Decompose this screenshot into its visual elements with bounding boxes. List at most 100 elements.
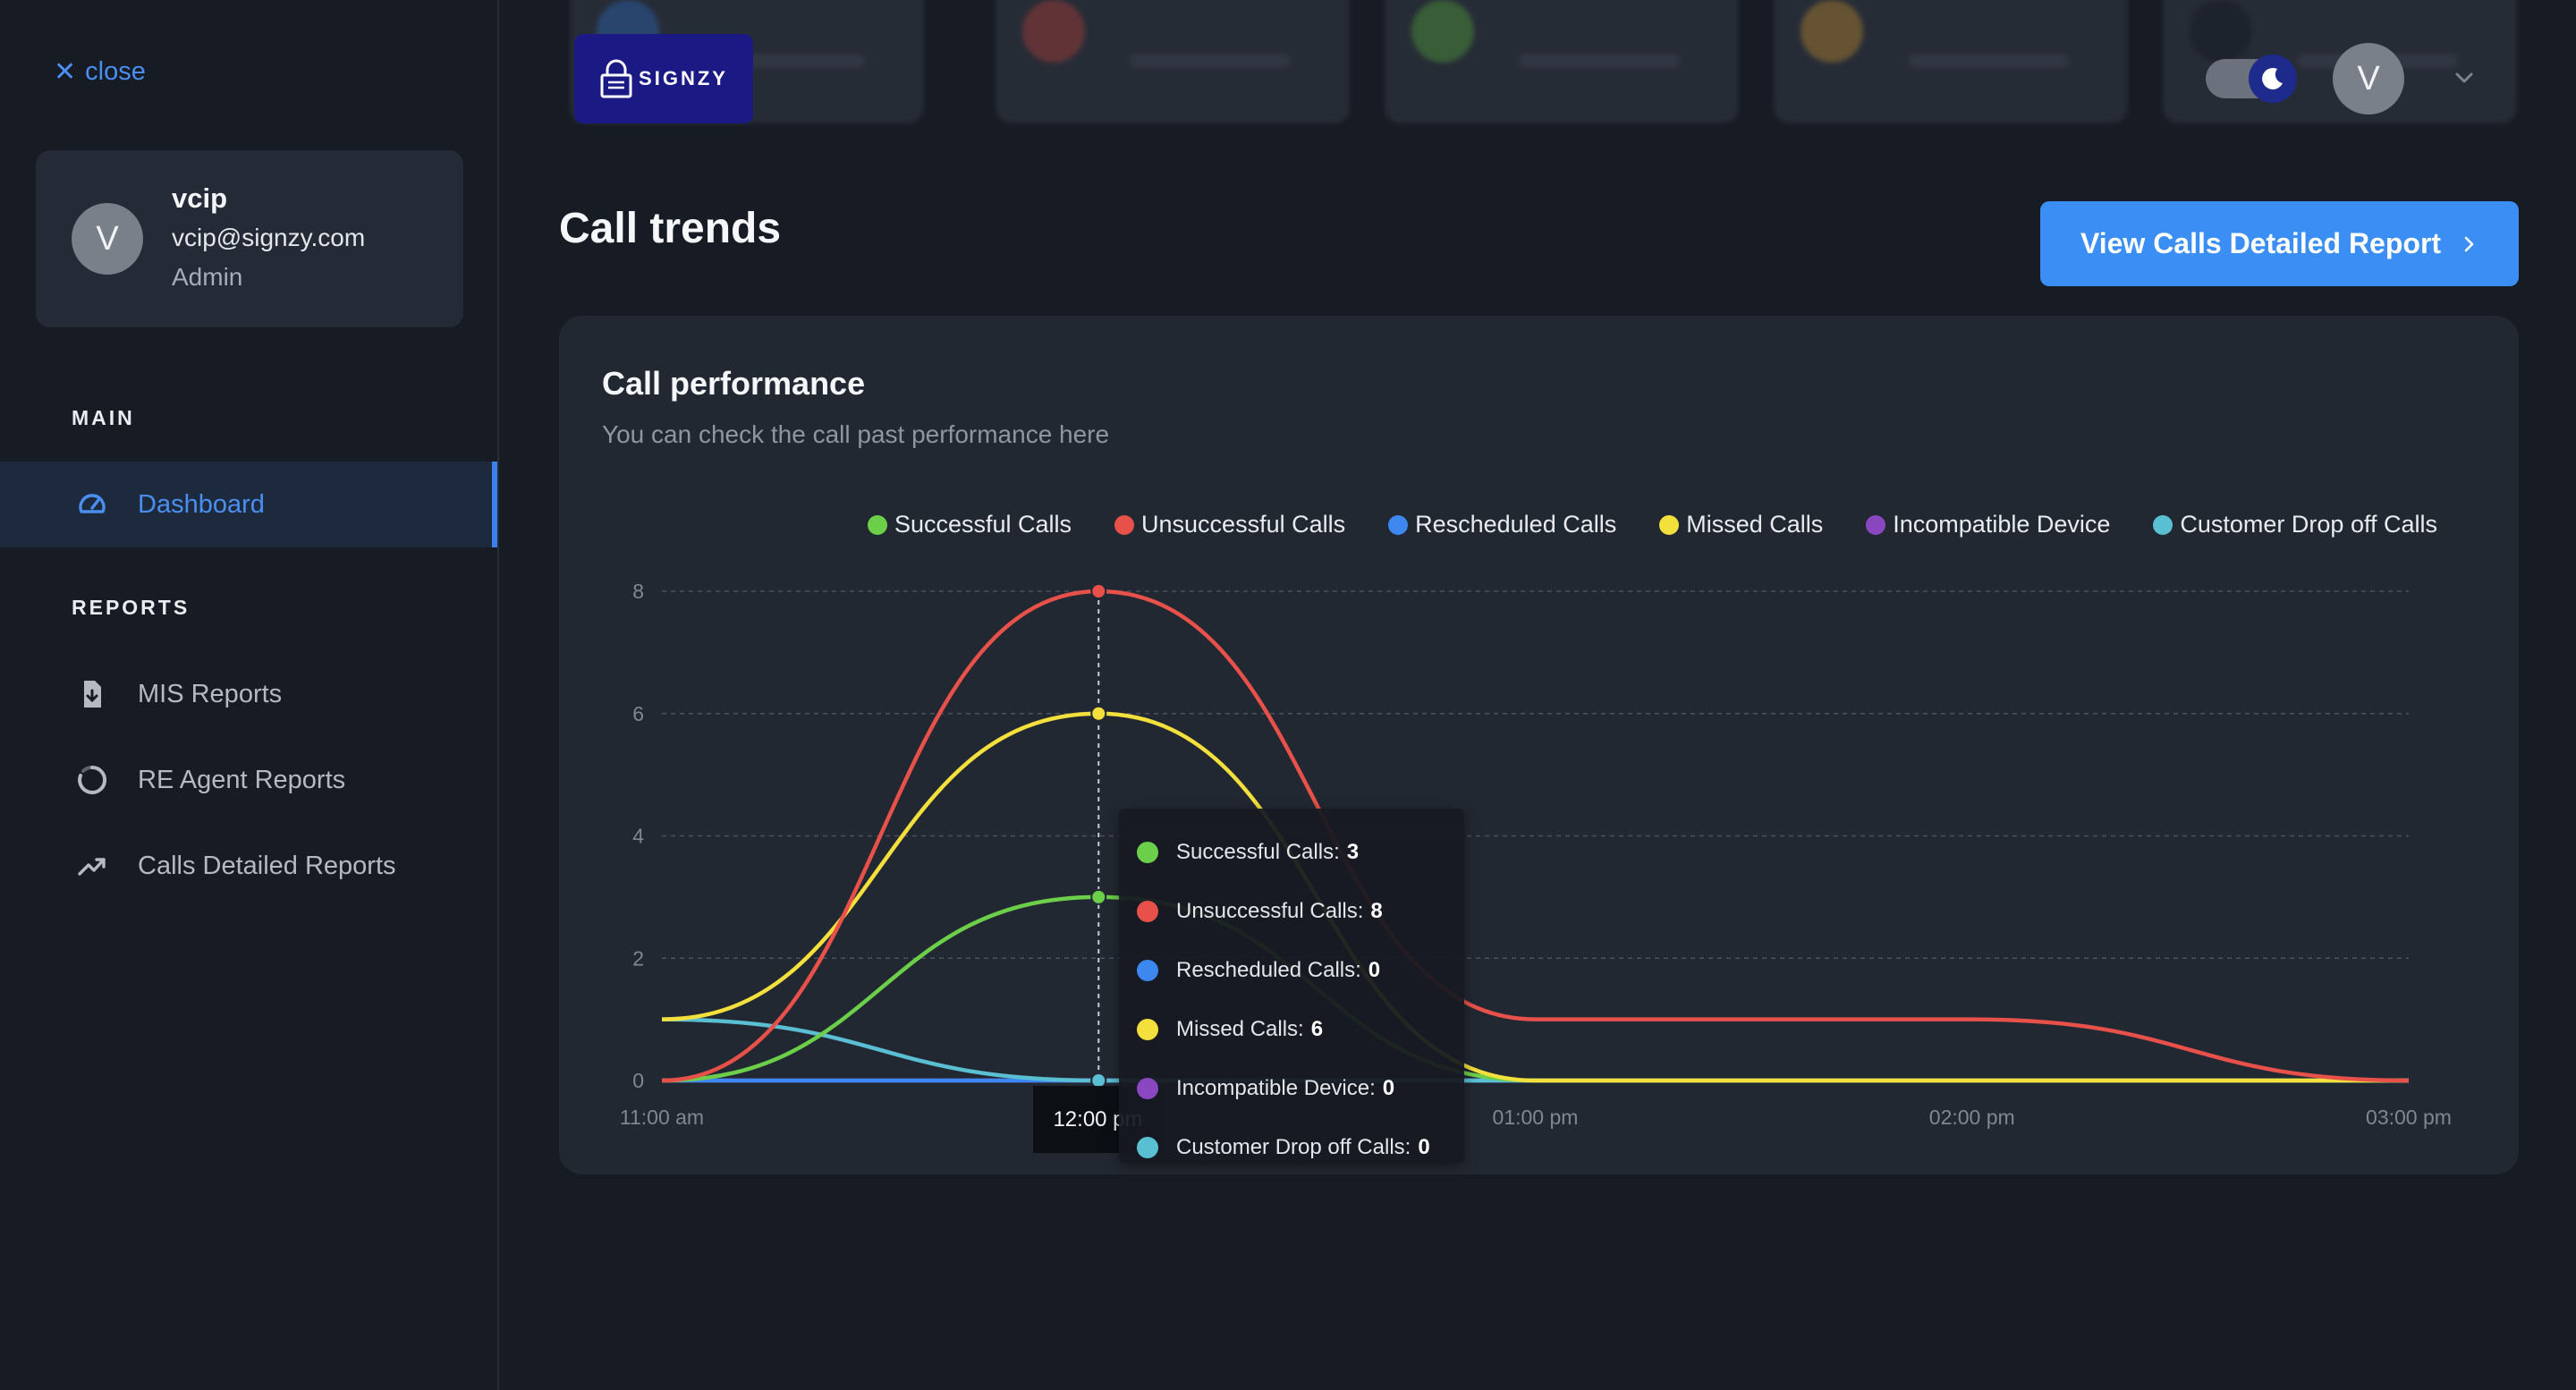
legend-label: Incompatible Device [1893,511,2111,538]
call-performance-card: Call performance You can check the call … [559,316,2519,1174]
summary-card [996,0,1350,123]
tooltip-marker [1137,960,1158,981]
tooltip-value: 0 [1368,958,1381,982]
close-sidebar-button[interactable]: ✕ close [54,57,146,87]
tooltip-value: 0 [1382,1076,1395,1100]
tooltip-row: Rescheduled Calls: 0 [1137,941,1464,1000]
data-point [1090,705,1107,722]
chevron-down-icon[interactable] [2451,64,2478,91]
summary-card [1774,0,2128,123]
trending-up-icon [75,849,109,883]
tooltip-value: 3 [1346,840,1360,864]
sidebar-item-label: Dashboard [138,489,265,519]
card-title: Call performance [602,365,866,402]
logo-text: SIGNZY [639,67,728,89]
user-avatar[interactable]: V [2333,43,2404,114]
chart-tooltip: Successful Calls: 3 Unsuccessful Calls: 8 Re… [1119,809,1464,1163]
theme-toggle[interactable] [2206,55,2297,103]
tooltip-value: 0 [1418,1135,1430,1159]
tooltip-value: 8 [1370,899,1383,923]
legend-label: Rescheduled Calls [1415,511,1617,538]
tooltip-marker [1137,1137,1158,1158]
legend-item[interactable]: Missed Calls [1659,511,1823,538]
series-line [661,894,2409,1083]
y-tick-label: 6 [632,702,644,725]
tooltip-value: 6 [1310,1017,1324,1041]
gauge-icon [75,487,109,521]
sidebar-item-label: MIS Reports [138,679,283,708]
legend-marker [1866,514,1886,535]
series-line [661,711,2409,1083]
summary-card [1385,0,1739,123]
tooltip-label: Customer Drop off Calls: 0 [1176,1135,1430,1159]
legend-label: Missed Calls [1686,511,1824,538]
close-icon: ✕ [54,56,77,87]
profile-email: vcip@signzy.com [172,224,366,251]
legend-marker [2153,514,2174,535]
series-line [661,1017,2409,1083]
circular-progress-icon [75,763,109,797]
avatar: V [72,203,143,275]
legend-marker [1659,514,1680,535]
tooltip-marker [1137,1019,1158,1040]
tooltip-row: Successful Calls: 3 [1137,823,1464,882]
tooltip-marker [1137,1078,1158,1099]
view-calls-detailed-report-button[interactable]: View Calls Detailed Report [2040,201,2519,286]
legend-label: Successful Calls [894,511,1072,538]
signzy-logo[interactable]: SIGNZY [574,34,753,123]
sidebar-item-re-agent-reports[interactable]: RE Agent Reports [0,737,497,823]
tooltip-marker [1137,842,1158,863]
chevron-right-icon [2464,236,2474,251]
data-point [1090,888,1107,905]
sidebar-item-label: RE Agent Reports [138,765,346,794]
sidebar-item-dashboard[interactable]: Dashboard [0,462,497,547]
x-tick-label: 02:00 pm [1929,1106,2015,1129]
tooltip-row: Customer Drop off Calls: 0 [1137,1118,1464,1177]
tooltip-label: Incompatible Device: 0 [1176,1076,1395,1100]
legend-item[interactable]: Incompatible Device [1866,511,2110,538]
x-tick-label: 03:00 pm [2366,1106,2452,1129]
y-tick-label: 8 [632,580,644,603]
report-button-label: View Calls Detailed Report [2080,227,2442,259]
x-tick-label: 01:00 pm [1493,1106,1579,1129]
profile-role: Admin [172,263,243,291]
moon-icon [2249,55,2297,103]
legend-item[interactable]: Successful Calls [867,511,1072,538]
sidebar-item-mis-reports[interactable]: MIS Reports [0,651,497,737]
profile-name: vcip [172,182,228,214]
legend-item[interactable]: Rescheduled Calls [1388,511,1616,538]
data-point [1090,583,1107,599]
legend-marker [1388,514,1409,535]
profile-card: V vcip vcip@signzy.com Admin [36,150,463,327]
y-tick-label: 0 [632,1069,644,1092]
lock-logo-icon [600,59,632,98]
legend-label: Unsuccessful Calls [1141,511,1346,538]
y-tick-label: 4 [632,825,644,848]
tooltip-label: Missed Calls: 6 [1176,1017,1324,1041]
file-download-icon [75,677,109,711]
tooltip-label: Unsuccessful Calls: 8 [1176,899,1383,923]
tooltip-marker [1137,901,1158,922]
section-label-reports: REPORTS [72,596,191,619]
x-tick-label: 11:00 am [620,1106,704,1129]
legend-item[interactable]: Customer Drop off Calls [2153,511,2437,538]
legend-label: Customer Drop off Calls [2180,511,2437,538]
sidebar-item-calls-detailed-reports[interactable]: Calls Detailed Reports [0,823,497,909]
card-subtitle: You can check the call past performance … [602,420,1110,448]
section-label-main: MAIN [72,406,135,429]
tooltip-row: Missed Calls: 6 [1137,1000,1464,1059]
close-label: close [85,57,146,86]
tooltip-row: Unsuccessful Calls: 8 [1137,882,1464,941]
tooltip-label: Rescheduled Calls: 0 [1176,958,1381,982]
page-title: Call trends [559,205,782,252]
chart-legend: Successful Calls Unsuccessful Calls Resche… [559,511,2437,538]
tooltip-row: Incompatible Device: 0 [1137,1059,1464,1118]
sidebar: ✕ close V vcip vcip@signzy.com Admin MAI… [0,0,499,1390]
y-tick-label: 2 [632,946,644,970]
legend-marker [1114,514,1135,535]
legend-marker [867,514,887,535]
sidebar-item-label: Calls Detailed Reports [138,851,396,880]
legend-item[interactable]: Unsuccessful Calls [1114,511,1345,538]
tooltip-label: Successful Calls: 3 [1176,840,1360,864]
